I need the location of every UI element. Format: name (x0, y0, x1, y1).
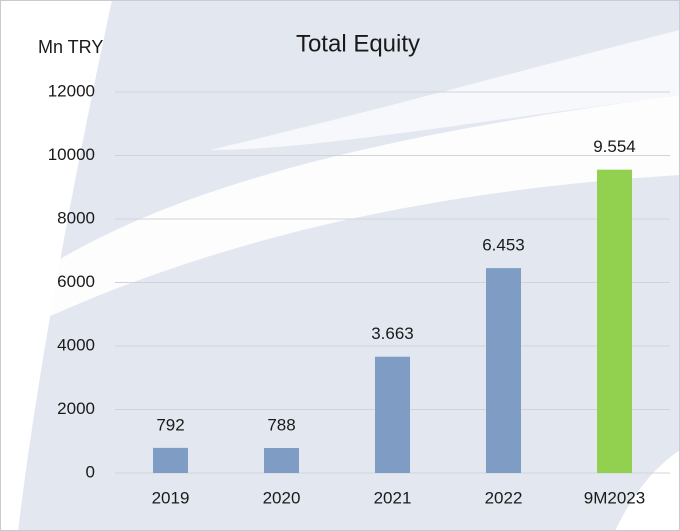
bar (597, 170, 632, 473)
x-tick-label: 9M2023 (584, 488, 645, 507)
bar (486, 268, 521, 473)
y-tick-label: 10000 (48, 145, 95, 164)
bar (153, 448, 188, 473)
y-tick-label: 6000 (57, 272, 95, 291)
x-tick-label: 2021 (374, 488, 412, 507)
x-tick-label: 2020 (263, 488, 301, 507)
x-tick-label: 2022 (485, 488, 523, 507)
y-axis-label: Mn TRY (38, 37, 103, 57)
y-tick-label: 8000 (57, 208, 95, 227)
chart: Total Equity Mn TRY 0 2000 4000 6000 8000 100… (0, 0, 680, 531)
value-label: 788 (267, 415, 295, 434)
y-tick-label: 12000 (48, 81, 95, 100)
value-label: 9.554 (593, 137, 636, 156)
y-tick-label: 2000 (57, 399, 95, 418)
page: Total Equity Mn TRY 0 2000 4000 6000 8000 100… (0, 0, 680, 531)
y-tick-label: 4000 (57, 335, 95, 354)
value-label: 6.453 (482, 236, 525, 255)
value-label: 792 (156, 415, 184, 434)
x-tick-label: 2019 (152, 488, 190, 507)
value-label: 3.663 (371, 324, 414, 343)
bar (375, 357, 410, 473)
y-tick-label: 0 (86, 462, 95, 481)
chart-title: Total Equity (296, 30, 420, 57)
bar (264, 448, 299, 473)
